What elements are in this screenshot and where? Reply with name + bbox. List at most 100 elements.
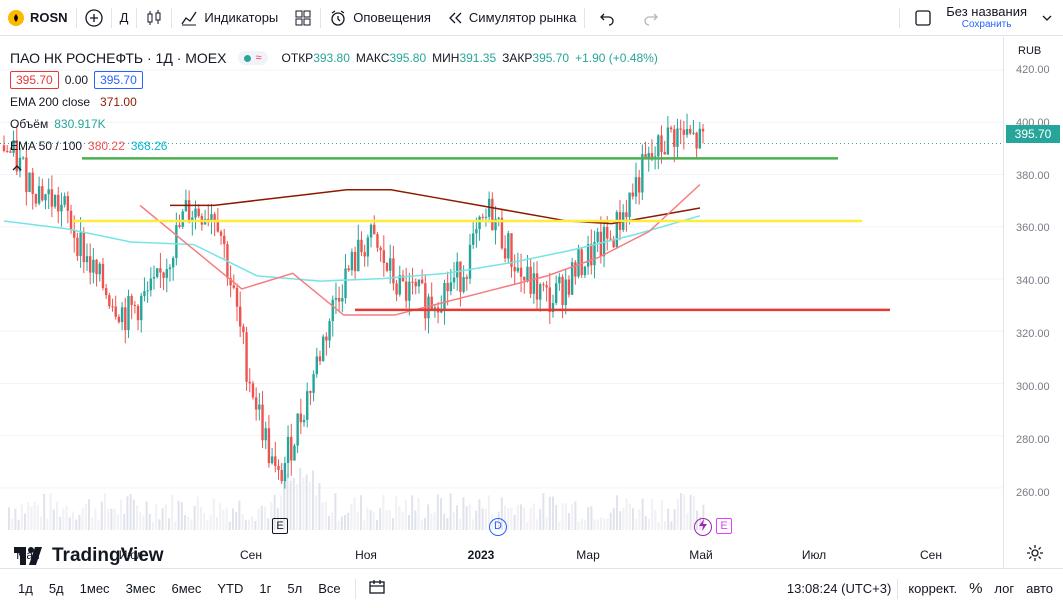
ema50-100-row[interactable]: EMA 50 / 100 380.22 368.26 [10, 135, 658, 157]
percent-toggle[interactable]: % [969, 580, 983, 597]
volume-bar [292, 477, 295, 530]
candle-body [609, 238, 612, 240]
time-axis[interactable]: Май Июл Сен Ноя 2023 Мар Май Июл Сен [0, 540, 1003, 568]
close-value: 395.70 [532, 51, 570, 65]
volume-bar [305, 474, 308, 530]
clock-timezone[interactable]: 13:08:24 (UTC+3) [786, 581, 892, 596]
candle-body [459, 261, 462, 292]
candle-body [165, 269, 168, 278]
volume-row[interactable]: Объём 830.917K [10, 113, 658, 135]
volume-bar [372, 512, 375, 530]
replay-button[interactable]: Симулятор рынка [439, 0, 584, 36]
compare-button[interactable] [77, 0, 111, 36]
candle-body [376, 234, 379, 248]
bid-price-box[interactable]: 395.70 [10, 71, 59, 89]
adjust-toggle[interactable]: коррект. [908, 581, 958, 596]
indicators-icon [181, 11, 197, 25]
volume-bar [267, 518, 270, 530]
auto-toggle[interactable]: авто [1026, 581, 1053, 596]
volume-bar [158, 519, 161, 530]
volume-bar [216, 517, 218, 530]
candle-body [347, 268, 350, 271]
range-ytd[interactable]: YTD [217, 581, 244, 596]
chart-pane[interactable]: ПАО НК РОСНЕФТЬ · 1Д · MOEX ≈ ОТКР 393.80… [0, 37, 1063, 566]
candle-body [548, 287, 551, 312]
volume-bar [113, 508, 116, 530]
candle-body [270, 456, 274, 464]
candle-body [207, 218, 210, 221]
redo-button[interactable] [629, 0, 673, 36]
candle-body [25, 157, 28, 192]
volume-bar [478, 499, 481, 530]
dividend-marker[interactable]: D [489, 518, 507, 536]
range-5d[interactable]: 5д [48, 581, 64, 596]
range-1d[interactable]: 1д [18, 581, 33, 596]
candle-body [334, 297, 338, 300]
candle-body [171, 257, 175, 268]
volume-bar [315, 495, 318, 530]
earnings-marker-2[interactable]: E [716, 518, 732, 534]
volume-bar [286, 473, 289, 530]
symbol-search[interactable]: ROSN [0, 0, 76, 36]
volume-bar [206, 520, 209, 530]
candle-body [443, 282, 446, 310]
time-tick: Сен [240, 548, 262, 562]
range-5y[interactable]: 5л [287, 581, 303, 596]
interval-button[interactable]: Д [112, 0, 137, 36]
currency-label[interactable]: RUB [1018, 45, 1042, 57]
go-to-date-button[interactable] [356, 578, 398, 599]
chart-settings-button[interactable] [1026, 544, 1044, 567]
legend-status-pill[interactable]: ≈ [238, 51, 268, 65]
volume-bar [440, 498, 442, 530]
tradingview-logo[interactable]: TradingView [14, 545, 164, 567]
range-1m[interactable]: 1мес [79, 581, 110, 596]
tradingview-label: TradingView [52, 545, 164, 566]
candle-body [392, 258, 395, 284]
log-toggle[interactable]: лог [994, 581, 1015, 596]
ask-price-box[interactable]: 395.70 [94, 71, 143, 89]
range-3m[interactable]: 3мес [125, 581, 156, 596]
volume-bar [609, 512, 612, 530]
chart-type-button[interactable] [137, 0, 171, 36]
candle-body [267, 428, 271, 464]
simulator-label: Симулятор рынка [468, 10, 577, 25]
range-1y[interactable]: 1г [259, 581, 272, 596]
price-chart[interactable] [0, 37, 1003, 540]
indicators-button[interactable]: Индикаторы [172, 0, 286, 36]
alerts-button[interactable]: Оповещения [321, 0, 439, 36]
legend-title-row: ПАО НК РОСНЕФТЬ · 1Д · MOEX ≈ ОТКР 393.80… [10, 47, 658, 69]
bottom-toolbar: 1д 5д 1мес 3мес 6мес YTD 1г 5л Все 13:08… [0, 568, 1063, 608]
range-all[interactable]: Все [318, 581, 341, 596]
undo-button[interactable] [585, 0, 629, 36]
volume-bar [513, 514, 516, 530]
volume-bar [417, 497, 420, 530]
volume-bar [75, 519, 78, 530]
volume-bar [398, 505, 401, 530]
volume-bar [62, 508, 65, 530]
legend-collapse[interactable] [10, 157, 658, 179]
volume-bar [481, 508, 484, 530]
volume-bar [452, 511, 455, 530]
candle-body [580, 249, 583, 276]
layout-menu[interactable]: Без названия Сохранить [900, 0, 1063, 36]
divider [897, 578, 899, 599]
volume-bar [123, 513, 126, 530]
volume-bar [280, 495, 282, 530]
candle-body [248, 381, 251, 384]
candle-body [545, 285, 548, 288]
candle-body [481, 216, 484, 218]
volume-bar [686, 512, 689, 530]
divider [171, 7, 173, 28]
earnings-marker[interactable]: E [272, 518, 288, 534]
range-6m[interactable]: 6мес [171, 581, 202, 596]
volume-bar [30, 507, 33, 530]
volume-bar [590, 506, 593, 530]
ema200-row[interactable]: EMA 200 close 371.00 [10, 91, 658, 113]
flash-event-marker[interactable] [694, 518, 712, 536]
volume-bar [120, 499, 122, 530]
divider [899, 7, 901, 28]
layouts-button[interactable] [286, 0, 320, 36]
price-axis[interactable]: RUB 420.00 400.00 380.00 360.00 340.00 3… [1003, 37, 1063, 568]
volume-bar [443, 513, 446, 530]
candle-body [21, 157, 25, 159]
